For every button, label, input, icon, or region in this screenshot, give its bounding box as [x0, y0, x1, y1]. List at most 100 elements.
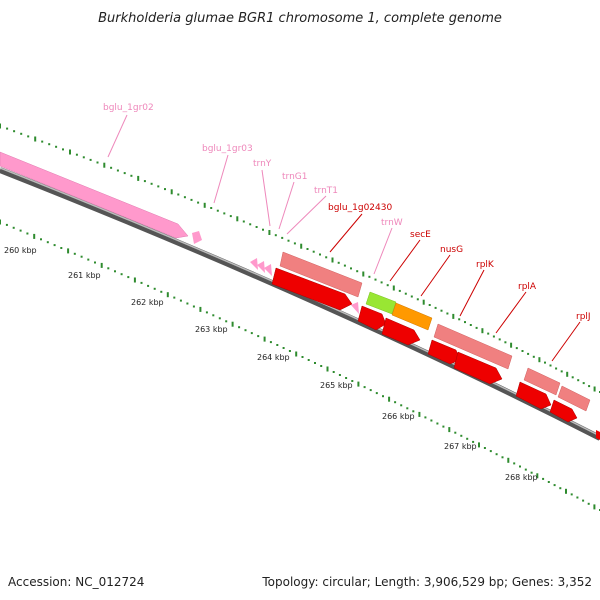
tick-major	[362, 271, 365, 277]
tick-minor	[82, 156, 85, 159]
feature-rplJ-upper[interactable]	[557, 385, 591, 412]
tick-minor	[434, 306, 437, 309]
tick-major	[263, 336, 266, 342]
label-nusG[interactable]: nusG	[440, 245, 463, 255]
tick-minor	[400, 404, 403, 407]
feature-rplK-upper[interactable]	[433, 323, 513, 370]
tick-minor	[12, 226, 15, 229]
tick-minor	[41, 140, 44, 143]
tick-minor	[424, 416, 427, 419]
tick-minor	[153, 287, 156, 290]
label-bglu_1gr02[interactable]: bglu_1gr02	[103, 103, 154, 113]
scale-label-266: 266 kbp	[382, 412, 415, 421]
label-bglu_1gr03[interactable]: bglu_1gr03	[202, 144, 253, 154]
feature-cds-h[interactable]	[596, 430, 600, 440]
tick-minor	[410, 295, 413, 298]
feature-trnT1[interactable]	[264, 264, 272, 276]
tick-major	[295, 351, 298, 357]
tick-minor	[513, 462, 516, 465]
tick-minor	[26, 232, 29, 235]
feature-cds-g[interactable]	[549, 399, 578, 423]
label-rplK[interactable]: rplK	[476, 260, 495, 270]
tick-minor	[587, 502, 590, 505]
tick-minor	[177, 193, 180, 196]
feature-cds-c[interactable]	[381, 317, 421, 346]
tick-minor	[398, 289, 401, 292]
tick-minor	[524, 468, 527, 471]
label-rplA[interactable]: rplA	[518, 282, 537, 292]
tick-minor	[293, 242, 296, 245]
outer-tick-track	[0, 123, 600, 393]
tick-minor	[20, 132, 23, 135]
tick-major	[388, 396, 391, 402]
feature-rplA-upper[interactable]	[523, 367, 561, 396]
tick-minor	[544, 361, 546, 364]
tick-minor	[249, 223, 252, 226]
tick-minor	[382, 395, 384, 398]
tick-major	[231, 321, 234, 327]
tick-minor	[114, 270, 116, 273]
feature-cds-e[interactable]	[453, 351, 503, 385]
tick-minor	[498, 338, 501, 341]
tick-minor	[190, 198, 193, 201]
tick-minor	[60, 247, 63, 249]
tick-minor	[442, 425, 445, 428]
feature-trnY[interactable]	[250, 258, 258, 270]
feature-bglu_1gr03[interactable]	[192, 231, 202, 244]
label-rplJ[interactable]: rplJ	[576, 312, 591, 322]
tick-minor	[287, 239, 290, 242]
tick-minor	[242, 220, 245, 223]
tick-minor	[469, 324, 472, 326]
label-trnW[interactable]: trnW	[381, 218, 403, 228]
tick-major	[0, 219, 1, 225]
tick-major	[452, 313, 455, 319]
tick-minor	[356, 270, 359, 273]
tick-minor	[107, 267, 110, 270]
feature-cds-f[interactable]	[515, 381, 552, 410]
tick-major	[67, 248, 70, 254]
tick-minor	[588, 385, 591, 388]
tick-minor	[307, 359, 310, 361]
tick-minor	[386, 284, 389, 287]
feature-cds-b[interactable]	[357, 305, 387, 331]
tick-minor	[244, 329, 247, 332]
label-bglu_1g02430[interactable]: bglu_1g02430	[328, 203, 392, 213]
label-secE[interactable]: secE	[410, 230, 431, 240]
tick-minor	[416, 298, 419, 301]
tick-minor	[472, 440, 475, 443]
tick-minor	[532, 355, 535, 358]
chromosome-backbone	[0, 167, 600, 441]
tick-minor	[150, 182, 153, 185]
feature-bglu_1g02430-upper[interactable]	[279, 251, 363, 298]
tick-minor	[27, 135, 30, 138]
feature-nusG[interactable]	[391, 302, 433, 331]
tick-major	[268, 230, 271, 235]
feature-cds-d[interactable]	[427, 339, 461, 365]
tick-major	[33, 233, 36, 239]
tick-minor	[374, 278, 377, 281]
tick-minor	[306, 248, 309, 250]
tick-minor	[577, 379, 580, 382]
leader-trnG1	[278, 181, 295, 230]
label-trnY[interactable]: trnY	[253, 159, 272, 169]
tick-minor	[412, 410, 415, 413]
tick-minor	[116, 169, 119, 172]
tick-major	[566, 371, 569, 377]
tick-minor	[6, 127, 9, 130]
feature-bglu_1gr02[interactable]	[0, 151, 189, 239]
tick-major	[331, 257, 334, 263]
tick-minor	[547, 481, 550, 483]
tick-minor	[140, 281, 143, 284]
tick-minor	[19, 229, 22, 232]
tick-minor	[430, 419, 433, 422]
label-trnT1[interactable]: trnT1	[314, 186, 338, 196]
feature-trnG1[interactable]	[257, 261, 265, 273]
feature-cds-a[interactable]	[271, 267, 353, 311]
tick-major	[0, 123, 1, 129]
tick-minor	[225, 320, 228, 323]
label-trnG1[interactable]: trnG1	[282, 172, 307, 182]
feature-secE[interactable]	[365, 291, 397, 315]
tick-minor	[483, 447, 486, 449]
feature-trnW[interactable]	[351, 302, 359, 314]
tick-minor	[560, 370, 563, 373]
